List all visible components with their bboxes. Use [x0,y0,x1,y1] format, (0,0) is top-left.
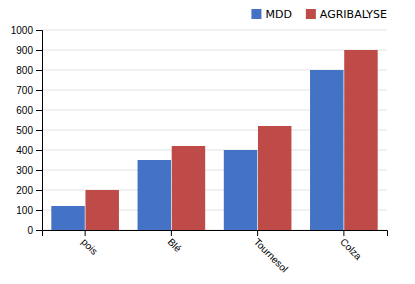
y-tick-label: 500 [16,125,33,136]
y-tick-mark [36,50,42,51]
chart-container: 0 100 200 300 400 500 600 700 800 900 1000 pois Blé T… [0,0,415,284]
x-tick: Colza [338,230,364,262]
grid-line [42,30,387,31]
x-tick-label: Blé [165,236,183,254]
bar-series [85,50,377,230]
bar [344,50,377,230]
y-tick: 1000 [11,25,42,36]
y-tick-label: 300 [16,165,33,176]
x-tick-mark [171,230,172,236]
x-tick-mark [343,230,344,236]
bars [51,50,377,230]
y-tick: 400 [16,145,42,156]
bar [138,160,171,230]
y-tick-label: 100 [16,205,33,216]
x-axis: pois Blé Tournesol Colza [43,230,388,275]
y-tick: 900 [16,45,42,56]
y-axis-line [36,31,43,231]
legend-item: MDD [251,8,291,21]
y-tick-mark [36,170,42,171]
y-tick: 500 [16,125,42,136]
y-tick: 0 [27,225,42,236]
y-tick-mark [36,70,42,71]
legend-item: AGRIBALYSE [306,8,387,21]
y-tick: 100 [16,205,42,216]
y-tick: 200 [16,185,42,196]
grid [42,30,387,230]
x-tick: Tournesol [252,230,290,275]
plot: 0 100 200 300 400 500 600 700 800 900 1000 pois Blé T… [11,25,388,275]
x-tick-label: pois [79,236,100,257]
bar [85,190,118,230]
x-tick: Blé [165,230,183,254]
y-tick-mark [36,230,42,231]
x-tick-mark [85,230,86,236]
bar [172,146,205,230]
bar [310,70,343,230]
y-tick-mark [36,190,42,191]
y-tick-mark [36,210,42,211]
y-tick-label: 200 [16,185,33,196]
legend: MDD AGRIBALYSE [251,8,387,21]
y-tick-label: 700 [16,85,33,96]
x-tick-label: Tournesol [252,236,290,274]
legend-label: AGRIBALYSE [320,8,387,21]
y-tick-mark [36,30,42,31]
bar [258,126,291,230]
y-tick-mark [36,130,42,131]
y-tick-label: 1000 [11,25,34,36]
chart: 0 100 200 300 400 500 600 700 800 900 1000 pois Blé T… [0,0,415,284]
legend-swatch [251,9,261,19]
y-tick-label: 0 [27,225,33,236]
x-tick: pois [79,230,100,257]
bar [51,206,84,230]
bar [224,150,257,230]
y-tick-label: 900 [16,45,33,56]
x-tick-label: Colza [338,236,364,262]
bar-series [51,70,343,230]
y-axis: 0 100 200 300 400 500 600 700 800 900 1000 [11,25,43,236]
y-tick-label: 800 [16,65,33,76]
y-tick-mark [36,110,42,111]
y-tick: 600 [16,105,42,116]
y-tick: 800 [16,65,42,76]
y-tick: 700 [16,85,42,96]
y-tick-mark [36,150,42,151]
legend-swatch [306,9,316,19]
y-tick-mark [36,90,42,91]
x-tick-mark [257,230,258,236]
grid-line [42,50,387,51]
x-axis-line [43,231,388,237]
y-tick: 300 [16,165,42,176]
y-tick-label: 400 [16,145,33,156]
legend-label: MDD [265,8,291,21]
y-tick-label: 600 [16,105,33,116]
